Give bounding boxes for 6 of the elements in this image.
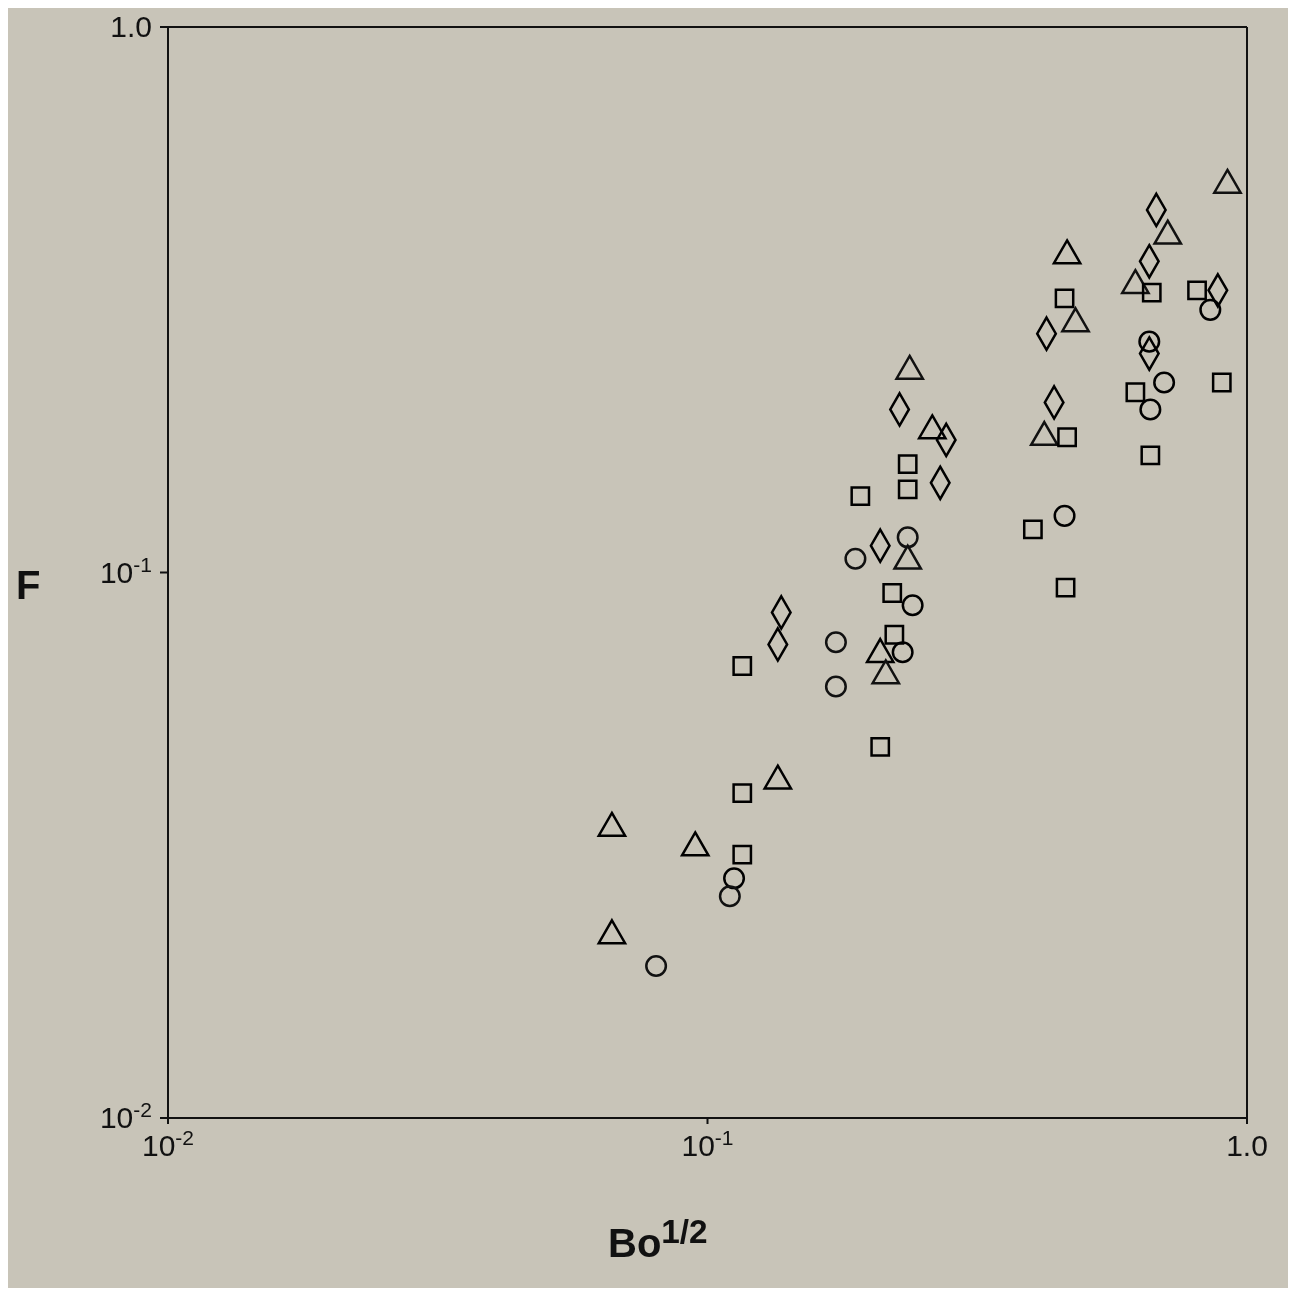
y-tick-label: 10$^{-1}$ (99, 552, 152, 589)
x-axis-title: Bo$^{1/2}$ (608, 1213, 708, 1267)
x-tick-label: 1.0 (1226, 1129, 1268, 1162)
y-tick-label: 1.0 (110, 10, 152, 43)
y-axis-title: F (16, 563, 41, 608)
x-tick-label: 10$^{-1}$ (681, 1125, 734, 1162)
